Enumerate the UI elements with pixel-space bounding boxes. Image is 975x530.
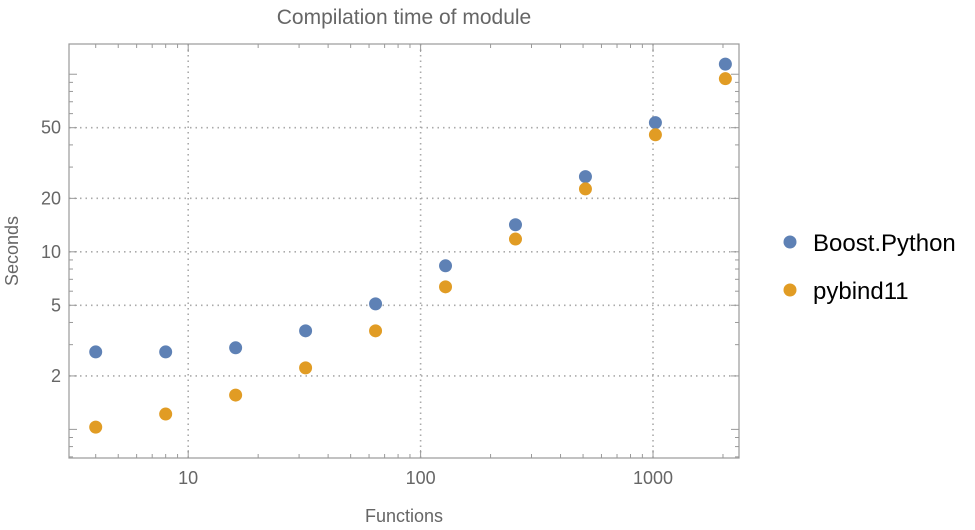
point-pybind11 [229,388,243,402]
point-pybind11 [648,128,662,142]
point-boost-python [648,116,662,130]
chart-title: Compilation time of module [277,6,531,29]
y-tick-label: 2 [51,366,61,386]
legend-marker [783,235,797,249]
x-tick-label: 1000 [633,468,673,488]
axes: 10 100 1000 2 5 10 20 50 [41,43,740,488]
point-boost-python [718,57,732,71]
point-boost-python [369,297,383,311]
legend: Boost.Python pybind11 [783,230,956,305]
x-tick-label: 10 [178,468,198,488]
y-tick-label: 10 [41,242,61,262]
point-boost-python [299,324,313,338]
y-axis-label: Seconds [2,216,22,286]
point-boost-python [508,218,522,232]
point-pybind11 [299,361,313,375]
point-pybind11 [508,232,522,246]
legend-label: Boost.Python [813,230,956,257]
x-axis-label: Functions [365,506,443,525]
point-pybind11 [718,72,732,86]
point-pybind11 [369,324,383,338]
point-boost-python [159,345,173,359]
point-boost-python [229,341,243,355]
point-boost-python [439,259,453,273]
grid [69,44,739,458]
point-pybind11 [578,182,592,196]
legend-marker [783,283,797,297]
y-tick-label: 50 [41,118,61,138]
data-points [89,57,732,434]
legend-label: pybind11 [813,278,909,305]
y-tick-label: 5 [51,295,61,315]
point-pybind11 [439,280,453,294]
point-pybind11 [159,407,173,421]
point-pybind11 [89,420,103,434]
plot-frame [68,43,740,459]
point-boost-python [578,170,592,184]
point-boost-python [89,345,103,359]
x-tick-label: 100 [406,468,436,488]
y-tick-label: 20 [41,188,61,208]
